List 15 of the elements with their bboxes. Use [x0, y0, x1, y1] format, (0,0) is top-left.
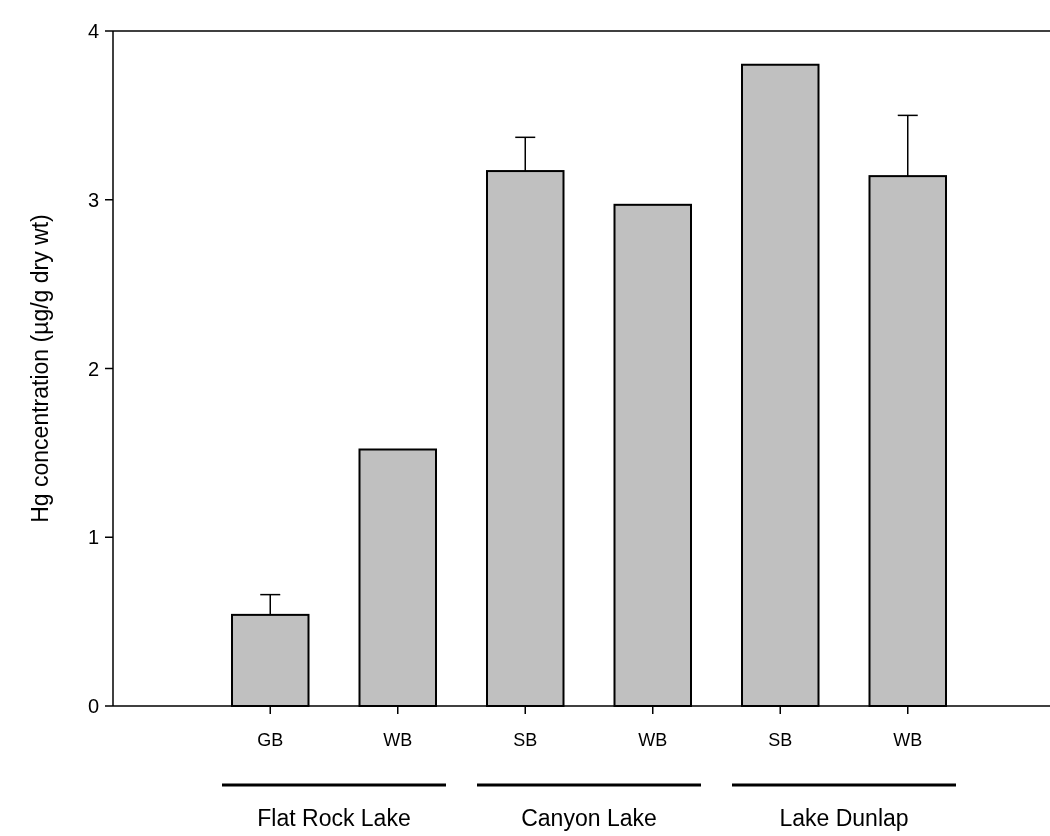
- x-tick-label: GB: [257, 730, 284, 750]
- y-tick-label: 1: [87, 526, 99, 549]
- x-tick-label: WB: [638, 730, 668, 750]
- y-tick-label: 0: [87, 695, 99, 717]
- y-tick-label: 3: [87, 188, 99, 211]
- text: Canyon Lake: [521, 805, 657, 831]
- y-axis-title: Hg concentration (µg/g dry wt): [27, 214, 53, 523]
- y-tick-label: 2: [87, 357, 99, 380]
- y-tick-label: 4: [87, 20, 99, 42]
- x-tick-label: SB: [513, 730, 538, 750]
- x-tick-label: SB: [768, 730, 793, 750]
- x-tick-label: WB: [383, 730, 413, 750]
- text: Lake Dunlap: [779, 805, 909, 831]
- text: Flat Rock Lake: [257, 805, 411, 831]
- x-tick-label: WB: [893, 730, 923, 750]
